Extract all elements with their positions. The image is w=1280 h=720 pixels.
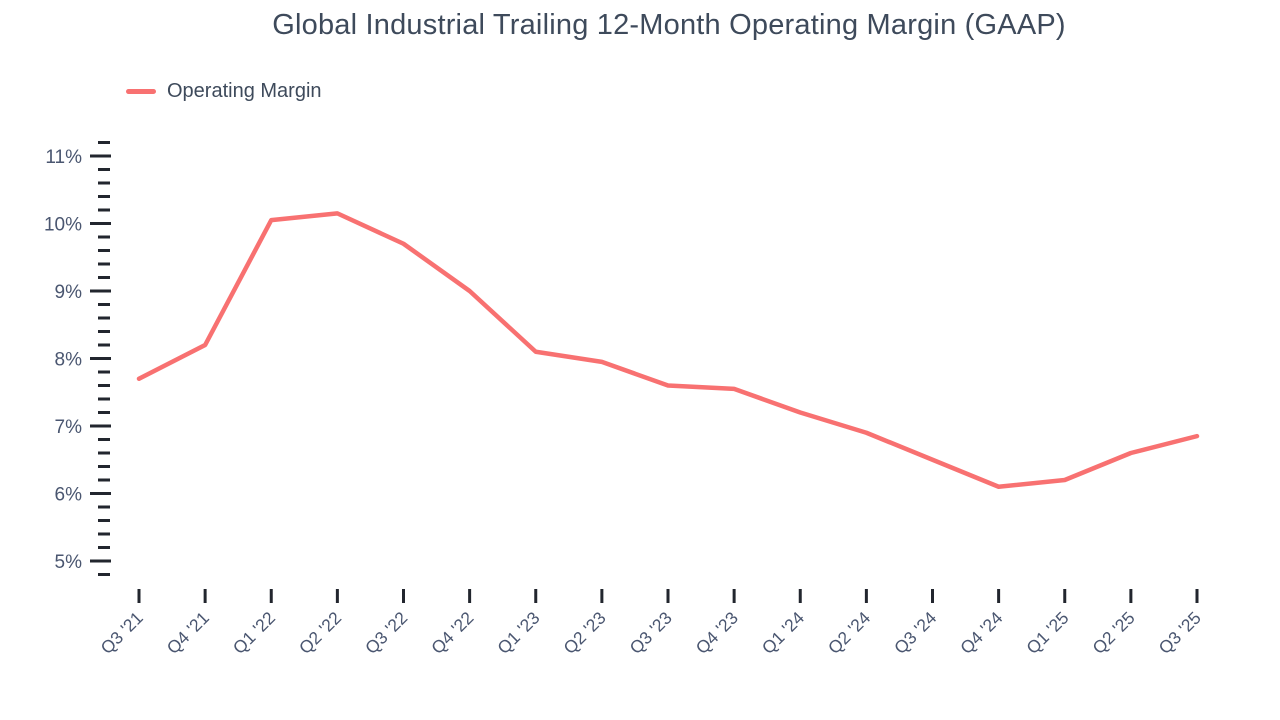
x-axis-tick-label: Q1 '24	[758, 607, 808, 657]
x-axis-tick-label: Q4 '21	[163, 608, 213, 658]
y-axis-tick-label: 7%	[55, 417, 83, 438]
x-axis-tick-label: Q2 '24	[824, 607, 874, 657]
chart-title: Global Industrial Trailing 12-Month Oper…	[272, 9, 1066, 41]
x-axis-tick-label: Q2 '25	[1088, 608, 1138, 658]
y-axis-tick-label: 6%	[55, 485, 83, 506]
x-axis-tick-label: Q3 '23	[626, 608, 676, 658]
operating-margin-line	[136, 211, 1200, 489]
legend[interactable]: Operating Margin	[126, 80, 322, 103]
x-axis-tick-label: Q3 '21	[97, 608, 147, 658]
x-axis-tick-label: Q3 '22	[361, 608, 411, 658]
x-axis-tick-label: Q2 '22	[295, 608, 345, 658]
x-axis-tick-label: Q3 '24	[890, 607, 940, 657]
y-axis-tick-label: 11%	[45, 147, 82, 168]
y-axis-tick-label: 10%	[44, 215, 82, 236]
legend-line-swatch	[126, 89, 156, 94]
x-axis-tick-label: Q2 '23	[559, 608, 609, 658]
x-axis-tick-label: Q1 '22	[229, 608, 279, 658]
y-axis-tick-label: 8%	[55, 350, 83, 371]
y-axis-tick-label: 9%	[55, 282, 83, 303]
x-axis-tick-label: Q4 '23	[692, 608, 742, 658]
x-axis-tick-label: Q1 '23	[493, 608, 543, 658]
x-axis-tick-label: Q1 '25	[1022, 608, 1072, 658]
x-axis-tick-label: Q4 '24	[956, 607, 1006, 657]
x-axis-tick-label: Q4 '22	[427, 608, 477, 658]
x-axis-tick-label: Q3 '25	[1155, 608, 1205, 658]
y-axis-tick-label: 5%	[55, 552, 83, 573]
legend-label: Operating Margin	[167, 80, 322, 102]
